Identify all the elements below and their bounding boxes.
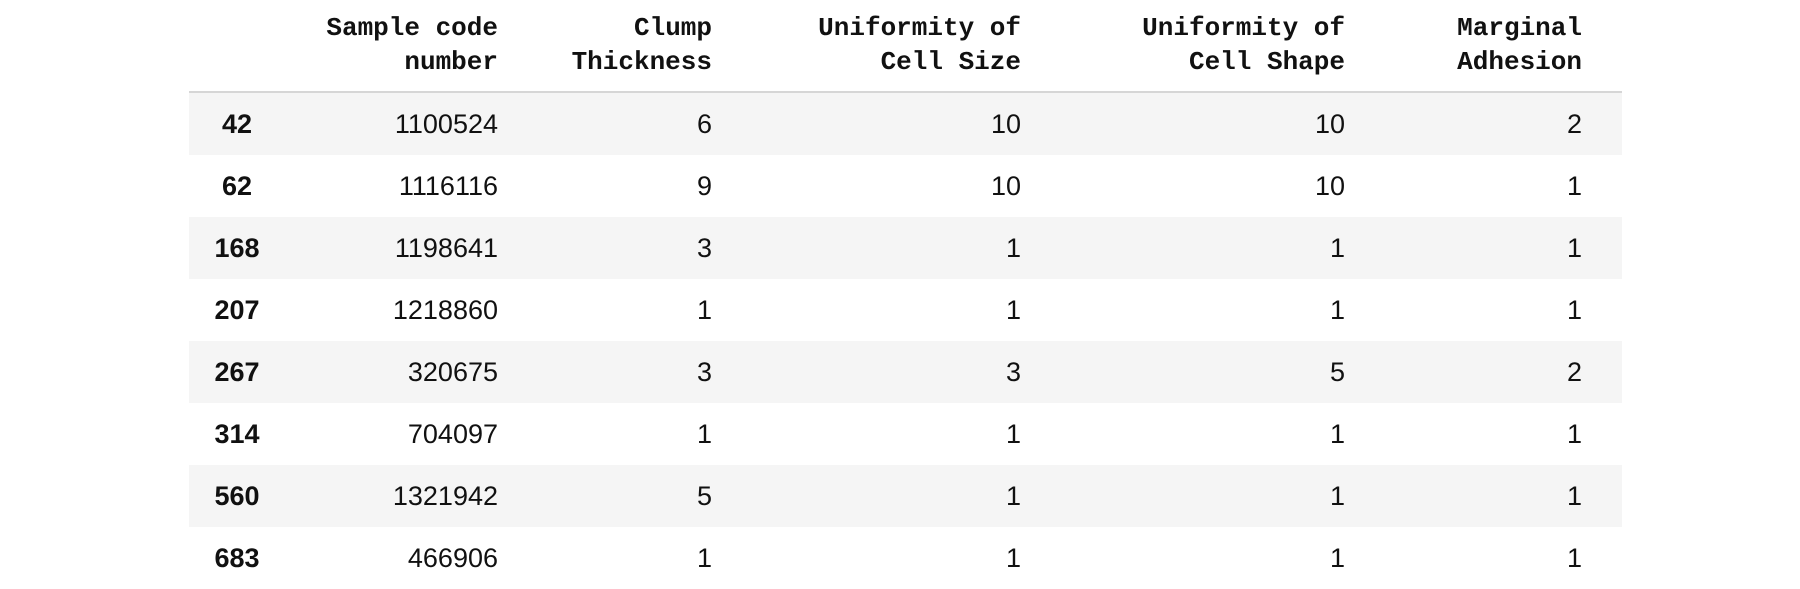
cell-uniformity-cell-size: 1 [1005, 294, 1021, 325]
column-header-clump-thickness: Clump Thickness [498, 0, 712, 93]
cell-uniformity-cell-shape: 1 [1329, 418, 1345, 449]
cell-sample-code-number: 1100524 [394, 108, 498, 139]
table-row: 267 320675 3 3 5 2 [189, 341, 1622, 403]
table-row: 560 1321942 5 1 1 1 [189, 465, 1622, 527]
cell-sample-code-number: 1116116 [398, 170, 498, 201]
row-index: 560 [214, 480, 260, 511]
cell-clump-thickness: 1 [696, 294, 712, 325]
table-row: 62 1116116 9 10 10 1 [189, 155, 1622, 217]
column-header-uniformity-cell-shape: Uniformity of Cell Shape [1021, 0, 1345, 93]
table-row: 42 1100524 6 10 10 2 [189, 92, 1622, 155]
cell-uniformity-cell-shape: 10 [1314, 170, 1345, 201]
cell-uniformity-cell-shape: 1 [1329, 294, 1345, 325]
cell-clump-thickness: 1 [696, 418, 712, 449]
row-index: 207 [214, 294, 260, 325]
table-body: 42 1100524 6 10 10 2 62 1116116 9 10 10 … [189, 92, 1622, 589]
cell-uniformity-cell-size: 1 [1005, 418, 1021, 449]
cell-clump-thickness: 3 [696, 356, 712, 387]
column-header-sample-code-number: Sample code number [285, 0, 498, 93]
cell-uniformity-cell-shape: 5 [1329, 356, 1345, 387]
cell-uniformity-cell-shape: 1 [1329, 480, 1345, 511]
cell-clump-thickness: 9 [696, 170, 712, 201]
dataframe-table: Sample code number Clump Thickness Unifo… [189, 0, 1622, 589]
row-padding [1582, 92, 1622, 155]
table-header: Sample code number Clump Thickness Unifo… [189, 0, 1622, 93]
row-padding [1582, 217, 1622, 279]
column-header-uniformity-cell-size: Uniformity of Cell Size [712, 0, 1021, 93]
header-row: Sample code number Clump Thickness Unifo… [189, 0, 1622, 93]
row-padding [1582, 465, 1622, 527]
cell-uniformity-cell-shape: 1 [1329, 542, 1345, 573]
row-padding [1582, 403, 1622, 465]
table-row: 314 704097 1 1 1 1 [189, 403, 1622, 465]
cell-uniformity-cell-size: 3 [1005, 356, 1021, 387]
cell-sample-code-number: 466906 [407, 542, 498, 573]
cell-marginal-adhesion: 1 [1566, 418, 1582, 449]
row-index: 267 [214, 356, 260, 387]
row-index: 683 [214, 542, 260, 573]
cell-uniformity-cell-size: 10 [990, 170, 1021, 201]
cell-marginal-adhesion: 2 [1566, 108, 1582, 139]
cell-marginal-adhesion: 1 [1566, 542, 1582, 573]
table-row: 683 466906 1 1 1 1 [189, 527, 1622, 589]
dataframe-table-container: Sample code number Clump Thickness Unifo… [189, 0, 1622, 589]
cell-uniformity-cell-shape: 10 [1314, 108, 1345, 139]
cell-marginal-adhesion: 1 [1566, 480, 1582, 511]
table-row: 168 1198641 3 1 1 1 [189, 217, 1622, 279]
cell-sample-code-number: 1198641 [394, 232, 498, 263]
row-index: 314 [214, 418, 260, 449]
cell-marginal-adhesion: 2 [1566, 356, 1582, 387]
cell-uniformity-cell-size: 1 [1005, 542, 1021, 573]
cell-sample-code-number: 320675 [407, 356, 498, 387]
row-padding [1582, 527, 1622, 589]
index-header [189, 0, 285, 93]
cell-uniformity-cell-size: 1 [1005, 480, 1021, 511]
row-padding [1582, 341, 1622, 403]
cell-sample-code-number: 704097 [407, 418, 498, 449]
cell-marginal-adhesion: 1 [1566, 170, 1582, 201]
row-index: 62 [221, 170, 253, 201]
cell-uniformity-cell-size: 1 [1005, 232, 1021, 263]
cell-clump-thickness: 5 [696, 480, 712, 511]
cell-sample-code-number: 1218860 [392, 294, 498, 325]
column-header-marginal-adhesion: Marginal Adhesion [1345, 0, 1582, 93]
table-row: 207 1218860 1 1 1 1 [189, 279, 1622, 341]
row-padding [1582, 279, 1622, 341]
cell-clump-thickness: 6 [696, 108, 712, 139]
header-padding [1582, 0, 1622, 93]
cell-marginal-adhesion: 1 [1566, 294, 1582, 325]
cell-clump-thickness: 3 [696, 232, 712, 263]
cell-uniformity-cell-size: 10 [990, 108, 1021, 139]
cell-sample-code-number: 1321942 [392, 480, 498, 511]
cell-clump-thickness: 1 [696, 542, 712, 573]
row-index: 168 [214, 232, 260, 263]
row-index: 42 [221, 108, 253, 139]
row-padding [1582, 155, 1622, 217]
cell-uniformity-cell-shape: 1 [1329, 232, 1345, 263]
cell-marginal-adhesion: 1 [1566, 232, 1582, 263]
